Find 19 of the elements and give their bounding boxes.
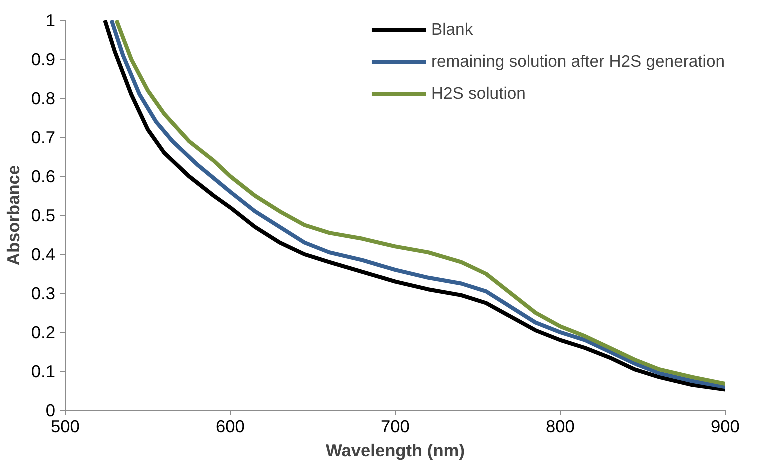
y-tick-label: 0.8: [31, 88, 56, 108]
legend-label: Blank: [431, 20, 474, 40]
y-tick-label: 1: [46, 10, 56, 30]
x-tick-label: 600: [216, 416, 245, 436]
y-tick-label: 0.3: [31, 284, 56, 304]
y-tick-label: 0.7: [31, 128, 56, 148]
y-tick-label: 0.1: [31, 362, 56, 382]
y-tick-label: 0.4: [31, 244, 56, 264]
x-tick-label: 800: [546, 416, 575, 436]
y-axis-title: Absorbance: [3, 165, 24, 266]
y-tick-label: 0.6: [31, 166, 56, 186]
y-tick-label: 0.5: [31, 206, 56, 226]
legend-label: remaining solution after H2S generation: [431, 52, 725, 72]
y-tick-label: 0.2: [31, 322, 56, 342]
legend-label: H2S solution: [431, 84, 526, 104]
x-tick-label: 700: [381, 416, 410, 436]
x-tick-label: 900: [711, 416, 740, 436]
y-tick-label: 0.9: [31, 50, 56, 70]
x-axis-title: Wavelength (nm): [326, 440, 465, 460]
